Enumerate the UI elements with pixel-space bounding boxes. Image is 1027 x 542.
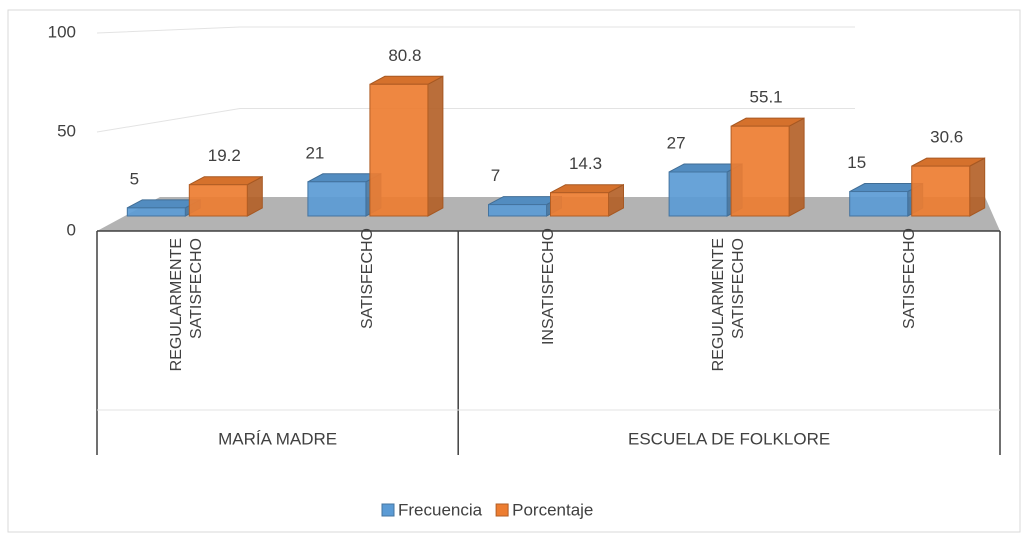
data-label: 27 [667,133,686,152]
x-tick-label: SATISFECHO [358,228,376,330]
data-label: 15 [847,153,866,172]
data-label: 14.3 [569,154,602,173]
bar-side [427,75,444,217]
chart-border [7,9,1021,533]
bar-side [969,157,986,217]
bar [911,157,986,217]
bar-front [911,165,971,217]
group-label: MARÍA MADRE [218,429,337,448]
grid-line [96,26,855,34]
y-tick-label: 50 [57,121,76,140]
bar-front [849,191,909,217]
x-tick-label: INSATISFECHO [539,228,557,346]
bar-front [730,125,790,217]
data-label: 7 [491,166,500,185]
data-label: 55.1 [750,88,783,107]
y-tick-label: 100 [48,22,76,41]
x-tick-label: SATISFECHO [900,228,918,330]
bar-side [788,117,805,217]
data-label: 30.6 [930,128,963,147]
legend-swatch [495,503,509,517]
grid-line [96,108,855,133]
x-tick-label: REGULARMENTE SATISFECHO [710,238,748,372]
data-label: 19.2 [208,146,241,165]
bar [849,182,924,217]
bar-front [668,171,728,217]
legend-label: Frecuencia [398,500,483,519]
bar [730,117,805,217]
legend-swatch [381,503,395,517]
data-label: 21 [305,143,324,162]
y-tick-label: 0 [67,220,76,239]
bar [188,175,263,217]
bar-front [550,192,609,217]
data-label: 80.8 [388,46,421,65]
bar-front [307,181,367,217]
bar-front [188,184,248,217]
bar-front [126,207,186,217]
bar-front [369,83,429,217]
bar [369,75,444,217]
legend-label: Porcentaje [512,500,593,519]
bar-front [488,204,547,217]
group-label: ESCUELA DE FOLKLORE [628,429,830,448]
data-label: 5 [130,169,139,188]
x-tick-label: REGULARMENTE SATISFECHO [168,238,206,372]
bar [550,183,624,217]
